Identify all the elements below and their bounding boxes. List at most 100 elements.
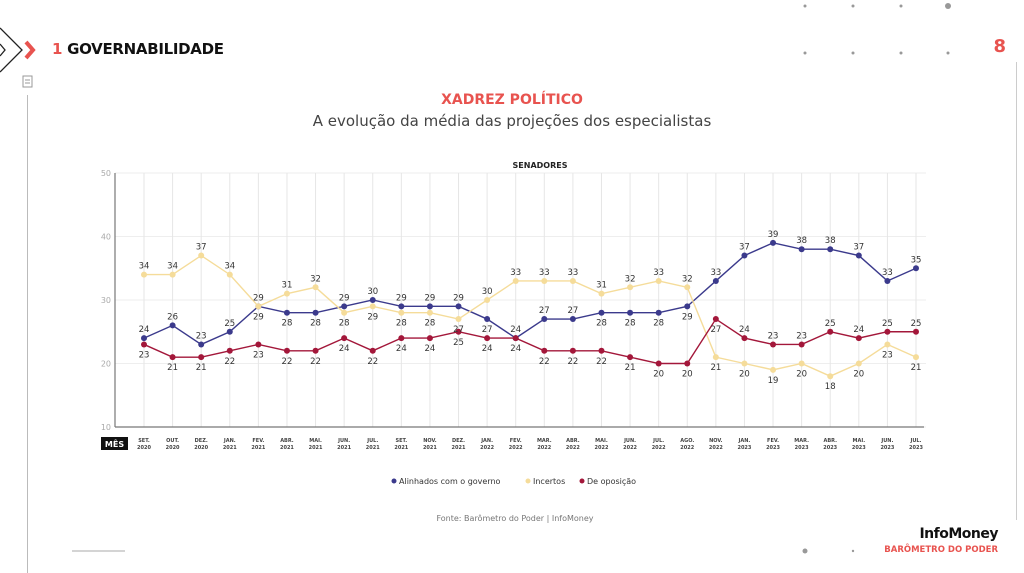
data-label: 21 (196, 363, 207, 373)
legend-item: Alinhados com o governo (399, 477, 501, 486)
brand-product: BARÔMETRO DO PODER (884, 545, 998, 555)
page-number: 8 (993, 36, 1006, 57)
series-line-1 (144, 254, 917, 377)
data-label: 33 (510, 268, 521, 278)
x-tick-label: 2020 (137, 445, 151, 451)
x-tick-label: 2023 (737, 445, 751, 451)
data-point (684, 284, 691, 291)
x-tick-label: 2020 (194, 445, 208, 451)
data-point (913, 328, 919, 335)
data-label: 34 (167, 262, 178, 272)
legend-marker (391, 478, 397, 484)
series-line-0 (143, 242, 917, 346)
source-note: Fonte: Barômetro do Poder | InfoMoney (436, 514, 594, 523)
x-tick-label: ABR. (280, 438, 294, 444)
x-tick-label: 2023 (909, 445, 923, 451)
data-point (655, 309, 662, 316)
x-tick-label: 2022 (623, 445, 637, 451)
data-point (855, 360, 862, 367)
data-label: 22 (282, 357, 293, 367)
data-point (141, 335, 147, 342)
x-tick-label: DEZ. (452, 438, 465, 444)
x-tick-label: AGO. (680, 438, 694, 444)
data-point (369, 303, 376, 310)
x-tick-label: FEV. (767, 438, 779, 444)
data-point (627, 354, 634, 361)
data-point (884, 341, 891, 348)
data-point (884, 328, 891, 335)
data-label: 27 (539, 306, 550, 316)
data-label: 28 (282, 319, 293, 329)
x-tick-label: 2021 (251, 445, 265, 451)
arrow-small-icon (0, 43, 6, 57)
x-tick-label: SET. (138, 438, 150, 444)
data-label: 24 (425, 344, 436, 354)
data-point (512, 335, 519, 342)
x-tick-label: 2021 (452, 445, 466, 451)
data-point (684, 303, 691, 310)
data-point (369, 297, 376, 303)
data-label: 28 (425, 319, 436, 329)
x-tick-label: JUN. (337, 438, 350, 444)
x-tick-label: 2022 (709, 445, 723, 451)
chart-title: XADREZ POLÍTICO (441, 92, 583, 108)
x-tick-label: 2021 (280, 445, 294, 451)
x-tick-label: 2022 (566, 445, 580, 451)
data-point (827, 373, 834, 380)
x-tick-label: JUL. (909, 438, 921, 444)
x-tick-label: 2021 (366, 445, 380, 451)
data-point (712, 354, 719, 361)
data-label: 24 (510, 325, 521, 335)
data-label: 35 (911, 255, 922, 265)
data-label: 20 (796, 370, 807, 380)
data-label: 21 (167, 363, 178, 373)
data-label: 25 (882, 319, 893, 329)
x-tick-label: JUN. (880, 438, 893, 444)
data-label: 33 (882, 268, 893, 278)
data-point (198, 341, 205, 348)
data-label: 29 (339, 293, 350, 303)
y-tick-label: 10 (101, 423, 111, 432)
x-tick-label: 2022 (537, 445, 551, 451)
data-label: 25 (911, 319, 922, 329)
data-label: 23 (196, 331, 207, 341)
x-tick-label: JUN. (623, 438, 636, 444)
data-label: 31 (282, 281, 293, 291)
data-label: 22 (596, 357, 607, 367)
data-label: 25 (453, 338, 464, 348)
data-label: 38 (825, 236, 836, 246)
data-label: 24 (482, 344, 493, 354)
x-tick-label: JAN. (480, 438, 493, 444)
legend-marker (579, 478, 585, 484)
data-label: 29 (453, 293, 464, 303)
data-label: 28 (653, 319, 664, 329)
data-point (226, 347, 233, 354)
chevron-right-icon (24, 40, 36, 60)
data-label: 29 (396, 293, 407, 303)
data-point (341, 335, 348, 342)
chart-subtitle: A evolução da média das projeções dos es… (312, 112, 712, 130)
data-point (655, 277, 662, 284)
x-tick-label: 2021 (337, 445, 351, 451)
data-label: 21 (710, 363, 721, 373)
document-icon[interactable] (22, 75, 33, 88)
data-label: 29 (425, 293, 436, 303)
data-label: 27 (482, 325, 493, 335)
data-point (283, 309, 290, 316)
x-tick-label: 2022 (509, 445, 523, 451)
x-tick-label: OUT. (166, 438, 179, 444)
data-point (484, 335, 491, 342)
data-label: 37 (196, 243, 207, 253)
x-tick-label: 2023 (795, 445, 809, 451)
data-label: 24 (396, 344, 407, 354)
data-point (855, 335, 862, 342)
data-label: 22 (367, 357, 378, 367)
data-label: 24 (339, 344, 350, 354)
x-tick-label: JAN. (223, 438, 236, 444)
x-tick-label: JAN. (738, 438, 751, 444)
x-tick-label: ABR. (823, 438, 837, 444)
data-point (913, 265, 919, 272)
data-point (198, 354, 205, 361)
data-label: 25 (825, 319, 836, 329)
data-label: 27 (567, 306, 578, 316)
